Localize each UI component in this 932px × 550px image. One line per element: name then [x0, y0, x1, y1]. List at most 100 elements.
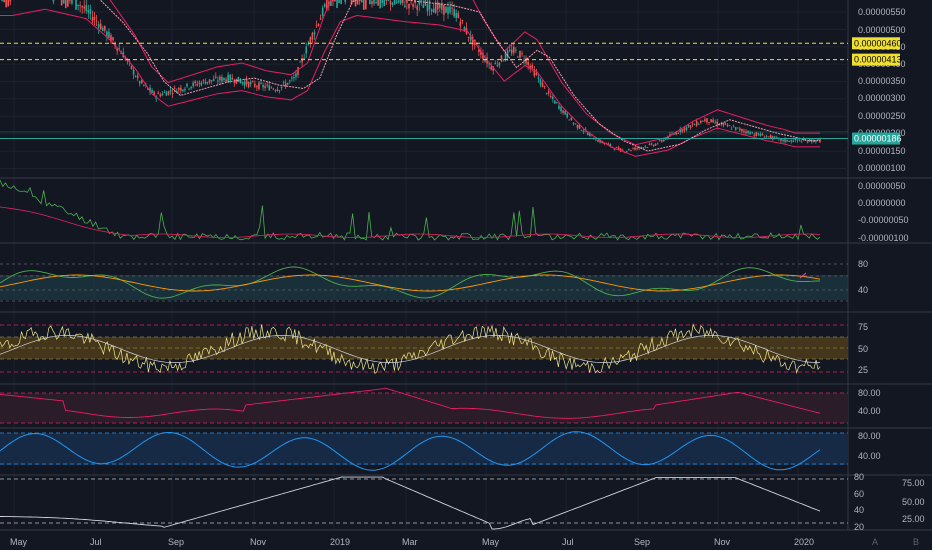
- candle-body: [722, 123, 725, 126]
- candle-body: [673, 133, 675, 135]
- candle-body: [317, 23, 320, 26]
- candle-body: [784, 139, 786, 142]
- candle-body: [617, 147, 620, 150]
- candle-body: [212, 78, 215, 81]
- price-axis-label: -0.00000100: [858, 233, 909, 243]
- candle-body: [344, 0, 347, 2]
- candle-body: [467, 36, 470, 38]
- candle-body: [404, 5, 406, 8]
- price-tag-label: 0.00000413: [854, 55, 902, 65]
- candle-body: [463, 26, 466, 32]
- teal-zone: [0, 275, 848, 300]
- candle-body: [214, 76, 217, 78]
- candle-body: [749, 132, 751, 135]
- candle-body: [143, 84, 145, 86]
- blue-zone: [0, 433, 848, 465]
- candle-body: [64, 0, 67, 9]
- candle-body: [554, 100, 556, 104]
- candle-body: [434, 2, 437, 13]
- candle-body: [519, 51, 521, 58]
- candle-body: [241, 81, 244, 84]
- candle-body: [291, 77, 293, 79]
- candle-body: [771, 136, 774, 140]
- candle-body: [710, 119, 712, 123]
- candle-body: [578, 125, 581, 129]
- corner-icon-a[interactable]: A: [872, 537, 879, 547]
- candle-body: [496, 65, 499, 66]
- candle-body: [537, 77, 540, 79]
- candle-body: [798, 139, 801, 141]
- candle-body: [728, 125, 731, 127]
- candle-body: [108, 31, 110, 38]
- candle-body: [471, 36, 474, 46]
- candle-body: [159, 94, 162, 97]
- candle-body: [523, 59, 525, 61]
- candle-body: [552, 96, 554, 99]
- moving-average: [99, 0, 820, 152]
- candle-body: [535, 72, 538, 75]
- candle-body: [525, 57, 527, 64]
- candle-body: [580, 129, 583, 131]
- candle-body: [165, 92, 168, 96]
- candle-body: [99, 23, 102, 30]
- candle-body: [171, 92, 174, 95]
- candle-body: [7, 0, 10, 7]
- candle-body: [663, 139, 665, 142]
- oscillator-signal: [0, 274, 821, 292]
- candle-body: [586, 133, 589, 135]
- candle-body: [603, 143, 606, 144]
- candle-body: [813, 140, 815, 143]
- candle-body: [112, 37, 114, 41]
- candle-body: [305, 46, 308, 54]
- candle-body: [449, 6, 451, 13]
- candle-body: [315, 25, 318, 27]
- candle-body: [167, 91, 170, 95]
- candle-body: [157, 92, 160, 95]
- price-tag: [852, 53, 900, 66]
- candle-body: [274, 90, 277, 92]
- pane-axis-label: 50.00: [902, 497, 925, 507]
- candle-body: [782, 139, 784, 142]
- candle-body: [445, 6, 447, 13]
- candle-body: [381, 0, 384, 4]
- candle-body: [323, 4, 326, 7]
- candle-body: [71, 0, 73, 4]
- candle-body: [299, 61, 301, 63]
- candle-body: [81, 6, 84, 8]
- candle-body: [726, 124, 729, 126]
- candle-body: [186, 83, 188, 87]
- time-axis-label: 2019: [330, 537, 350, 547]
- candle-body: [757, 133, 760, 135]
- candle-body: [190, 86, 192, 89]
- candle-body: [173, 87, 176, 89]
- candle-body: [589, 133, 591, 137]
- candle-body: [700, 120, 702, 123]
- candle-body: [303, 57, 305, 59]
- candle-body: [293, 77, 295, 79]
- candle-body: [504, 52, 507, 59]
- candle-body: [270, 87, 273, 89]
- candle-body: [451, 7, 453, 9]
- candle-body: [508, 49, 511, 51]
- candle-body: [93, 16, 96, 20]
- candle-body: [9, 0, 12, 2]
- candle-body: [568, 119, 571, 121]
- corner-icon-b[interactable]: B: [913, 537, 920, 547]
- candle-body: [753, 134, 756, 136]
- candle-body: [693, 124, 696, 126]
- candle-body: [815, 141, 817, 143]
- candle-body: [95, 20, 98, 22]
- time-axis-label: Jul: [562, 537, 574, 547]
- candle-body: [716, 121, 719, 125]
- candle-body: [443, 5, 445, 15]
- candle-body: [478, 49, 480, 52]
- candle-body: [510, 49, 513, 54]
- candle-body: [256, 86, 258, 88]
- candle-body: [249, 82, 252, 84]
- candle-body: [97, 24, 100, 28]
- candle-body: [239, 80, 242, 84]
- candle-body: [734, 127, 737, 130]
- candle-body: [644, 146, 647, 148]
- pane-axis-label: 50: [858, 344, 868, 354]
